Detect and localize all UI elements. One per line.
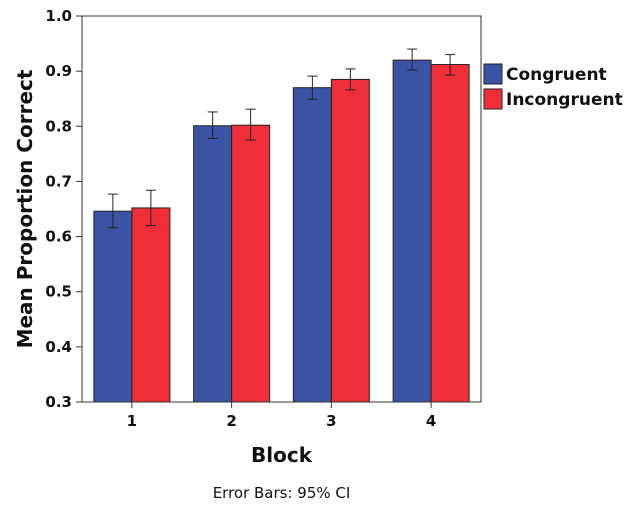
bar-incongruent-block-1 (131, 207, 171, 403)
x-tick-label: 2 (226, 412, 236, 430)
bar-incongruent-block-3 (330, 78, 370, 403)
y-tick-label: 0.6 (45, 228, 72, 246)
legend-swatch-incongruent (483, 88, 503, 110)
legend-label-congruent: Congruent (506, 65, 607, 85)
bar-congruent-block-1 (93, 210, 133, 403)
bars-layer (93, 59, 470, 403)
legend: Congruent Incongruent (483, 63, 623, 110)
y-axis: 0.3 0.4 0.5 0.6 0.7 0.8 0.9 1.0 (45, 7, 82, 411)
legend-label-incongruent: Incongruent (506, 90, 623, 110)
y-tick-label: 1.0 (45, 7, 72, 25)
x-tick-label: 3 (326, 412, 336, 430)
y-tick-label: 0.8 (45, 117, 72, 135)
bar-congruent-block-4 (392, 59, 432, 403)
y-tick-label: 0.4 (45, 338, 72, 356)
y-tick-label: 0.9 (45, 62, 72, 80)
bar-congruent-block-2 (193, 125, 233, 403)
x-axis-title: Block (251, 443, 313, 467)
bar-incongruent-block-2 (231, 124, 271, 403)
y-axis-title: Mean Proportion Correct (13, 69, 37, 348)
y-tick-label: 0.3 (45, 393, 72, 411)
x-axis: 1 2 3 4 (127, 402, 436, 430)
bar-congruent-block-3 (292, 87, 332, 403)
x-tick-label: 4 (426, 412, 436, 430)
legend-swatch-congruent (483, 63, 503, 85)
error-bars-note: Error Bars: 95% CI (213, 484, 351, 502)
bar-incongruent-block-4 (430, 64, 470, 403)
x-tick-label: 1 (127, 412, 137, 430)
y-tick-label: 0.5 (45, 283, 72, 301)
error-bars-layer (107, 48, 456, 229)
plot-frame (81, 15, 482, 403)
y-tick-label: 0.7 (45, 172, 72, 190)
